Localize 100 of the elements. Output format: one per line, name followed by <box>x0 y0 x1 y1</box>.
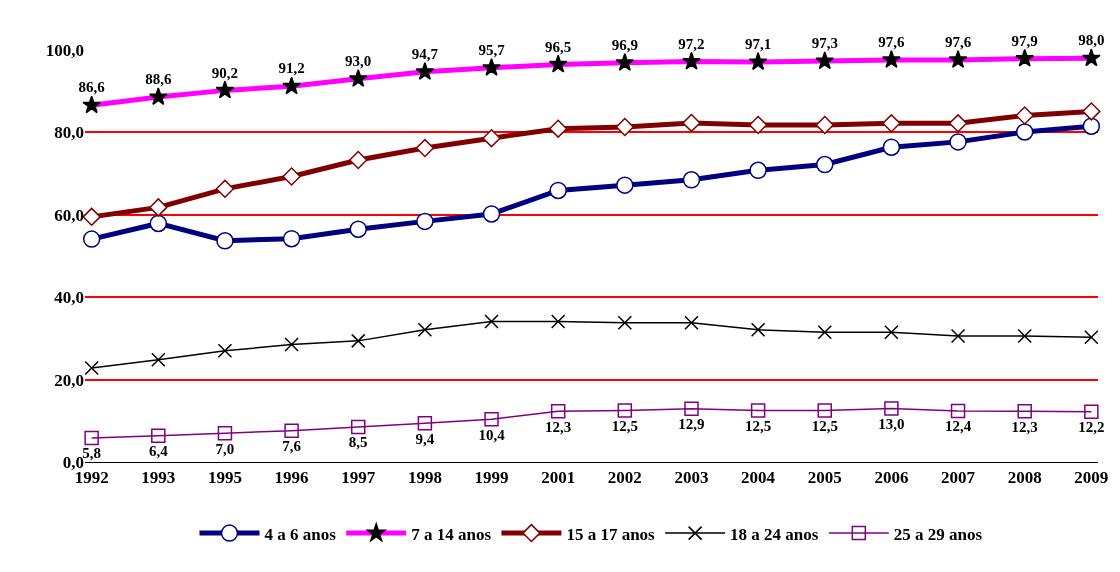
point <box>151 428 166 443</box>
point <box>216 232 234 250</box>
x-tick-label: 2005 <box>807 468 842 488</box>
x-tick-label: 2001 <box>541 468 576 488</box>
point <box>817 403 833 418</box>
point <box>615 117 635 137</box>
y-tick-label: 40,0 <box>54 288 84 308</box>
y-tick-label: 80,0 <box>54 123 84 143</box>
data-label: 96,5 <box>545 38 572 55</box>
x-tick-label: 2009 <box>1074 468 1109 488</box>
data-label: 8,5 <box>348 434 368 451</box>
data-label: 97,6 <box>944 34 972 51</box>
point <box>482 128 501 148</box>
point <box>1082 102 1101 121</box>
data-label: 93,0 <box>345 52 372 69</box>
point <box>684 315 699 330</box>
point <box>884 324 899 340</box>
data-label: 97,6 <box>878 34 906 51</box>
point <box>482 205 501 223</box>
point <box>1015 106 1034 125</box>
point <box>282 167 301 186</box>
data-label: 6,4 <box>148 443 169 460</box>
legend-label: 7 a 14 anos <box>411 524 492 544</box>
x-tick-label: 2004 <box>741 468 776 488</box>
data-label: 96,9 <box>611 36 638 53</box>
legend-label: 4 a 6 anos <box>264 524 337 544</box>
data-label: 12,5 <box>811 417 838 434</box>
data-label: 12,3 <box>1011 418 1038 435</box>
point <box>350 419 366 435</box>
data-label: 7,0 <box>215 440 235 457</box>
point <box>417 416 433 431</box>
point <box>949 133 967 151</box>
point <box>749 161 767 180</box>
x-tick-label: 2006 <box>874 468 909 488</box>
point <box>350 333 366 349</box>
point <box>549 181 567 200</box>
x-tick-label: 1998 <box>407 468 442 488</box>
data-label: 7,6 <box>282 438 302 455</box>
legend-label: 15 a 17 anos <box>566 524 656 544</box>
x-tick-label: 2007 <box>941 468 976 488</box>
point <box>550 404 566 419</box>
x-tick-label: 1995 <box>207 468 242 488</box>
point <box>550 314 566 329</box>
legend-label: 25 a 29 anos <box>893 524 983 544</box>
point <box>817 324 833 340</box>
data-label: 98,0 <box>1078 32 1105 49</box>
point <box>84 360 99 376</box>
point <box>82 207 101 227</box>
point <box>1082 117 1101 135</box>
point <box>349 220 367 238</box>
point <box>284 337 299 352</box>
point <box>149 214 168 233</box>
x-tick-label: 2002 <box>607 468 642 488</box>
data-label: 12,3 <box>545 418 572 435</box>
point <box>616 176 634 194</box>
data-label: 86,6 <box>78 79 106 96</box>
point <box>950 403 966 419</box>
point <box>1017 328 1032 344</box>
point <box>415 138 435 158</box>
x-tick-label: 1993 <box>141 468 176 488</box>
data-label: 12,5 <box>611 417 638 434</box>
point <box>282 229 301 248</box>
point <box>816 155 834 174</box>
point <box>217 425 233 441</box>
point <box>82 230 101 248</box>
data-label: 88,6 <box>145 71 172 88</box>
point <box>617 403 633 418</box>
point <box>215 179 235 199</box>
point <box>548 119 568 138</box>
data-label: 95,7 <box>478 41 506 58</box>
point <box>1017 404 1032 419</box>
point <box>815 115 834 135</box>
point <box>750 403 766 418</box>
data-label: 94,7 <box>411 45 439 62</box>
y-tick-label: 60,0 <box>54 205 84 225</box>
x-tick-label: 2003 <box>674 468 709 488</box>
data-label: 13,0 <box>878 415 905 432</box>
x-tick-label: 2008 <box>1007 468 1042 488</box>
x-tick-label: 1999 <box>474 468 509 488</box>
point <box>151 352 166 368</box>
data-label: 97,2 <box>678 35 705 52</box>
data-label: 12,9 <box>678 416 705 433</box>
point <box>1015 123 1034 141</box>
point <box>484 314 499 329</box>
y-tick-label: 100,0 <box>45 40 84 60</box>
data-label: 91,2 <box>278 60 305 77</box>
point <box>750 322 766 337</box>
point <box>748 115 768 135</box>
point <box>1084 404 1099 419</box>
point <box>948 114 968 133</box>
point <box>884 401 899 416</box>
data-label: 90,2 <box>211 64 239 81</box>
point <box>349 150 368 170</box>
data-label: 97,1 <box>744 36 772 53</box>
point <box>217 343 233 359</box>
point <box>684 401 699 417</box>
point <box>1084 329 1099 345</box>
data-label: 97,9 <box>1011 32 1038 49</box>
data-label: 12,2 <box>1078 419 1105 436</box>
point <box>882 138 901 156</box>
